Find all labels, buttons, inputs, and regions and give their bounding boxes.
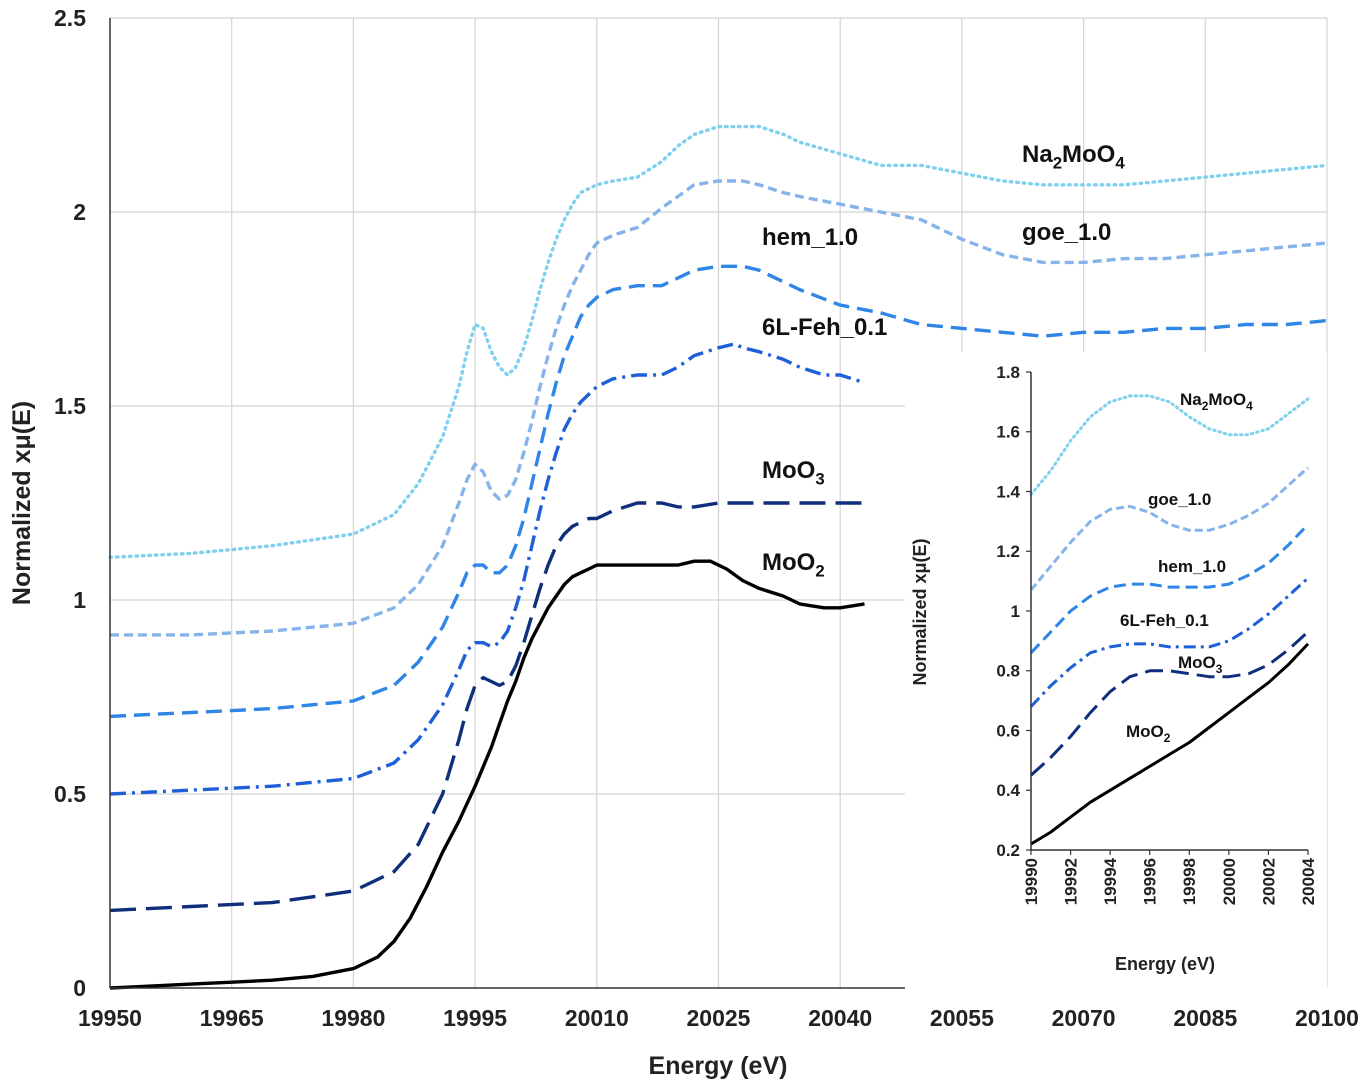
inset-y-tick-label: 1.4 [996, 482, 1020, 501]
main-y-tick-label: 1.5 [54, 393, 86, 419]
main-series-moo3 [109, 501, 865, 913]
inset-series-6l-feh-0-1 [1029, 576, 1310, 708]
inset-label-na2moo4: Na2MoO4 [1180, 390, 1253, 413]
inset-x-tick-label: 20002 [1259, 858, 1278, 905]
inset-x-tick-label: 19994 [1101, 857, 1120, 905]
main-y-tick-label: 0.5 [54, 781, 86, 807]
inset-x-tick-label: 19998 [1180, 858, 1199, 905]
inset-x-tick-label: 19990 [1022, 858, 1041, 905]
main-x-tick-label: 20055 [930, 1005, 994, 1031]
main-x-tick-label: 20010 [565, 1005, 629, 1031]
inset-background [905, 352, 1327, 992]
main-x-tick-label: 19950 [78, 1005, 142, 1031]
main-series-na2moo4 [108, 124, 1329, 559]
main-series-hem-1-0 [109, 264, 1328, 719]
inset-x-axis-title: Energy (eV) [1115, 954, 1215, 974]
inset-x-tick-label: 20004 [1299, 857, 1318, 905]
inset-series-labels: Na2MoO4 goe_1.0 hem_1.0 6L-Feh_0.1 MoO3 MoO2 [1120, 390, 1253, 745]
inset-series-moo3 [1029, 630, 1310, 777]
inset-label-moo2: MoO2 [1126, 722, 1171, 745]
inset-series-goe-1-0 [1029, 466, 1310, 592]
inset-y-tick-label: 1.2 [996, 542, 1020, 561]
inset-label-hem-1-0: hem_1.0 [1158, 557, 1226, 576]
main-x-tick-label: 19995 [443, 1005, 507, 1031]
main-y-axis-title: Normalized xμ(E) [8, 401, 36, 605]
inset-axes: 0.2 0.4 0.6 0.8 1 1.2 1.4 1.6 1.8 19990 19992 19994… [910, 363, 1318, 974]
inset-x-tick-label: 20000 [1220, 858, 1239, 905]
inset-y-axis-title: Normalized xμ(E) [910, 538, 930, 685]
main-x-tick-label: 20040 [808, 1005, 872, 1031]
main-x-tick-label: 19980 [321, 1005, 385, 1031]
main-y-tick-label: 0 [73, 975, 86, 1001]
inset-y-tick-label: 0.6 [996, 721, 1020, 740]
inset-y-tick-label: 1.8 [996, 363, 1020, 382]
main-y-tick-label: 2 [73, 199, 86, 225]
inset-y-tick-label: 0.4 [996, 781, 1020, 800]
inset-x-tick-label: 19996 [1141, 858, 1160, 905]
inset-chart: 0.2 0.4 0.6 0.8 1 1.2 1.4 1.6 1.8 19990 19992 19994… [910, 363, 1318, 974]
inset-series-hem-1-0 [1029, 523, 1310, 654]
main-label-goe-1-0: goe_1.0 [1022, 219, 1111, 246]
main-label-na2moo4: Na2MoO4 [1022, 141, 1125, 173]
inset-y-tick-label: 0.8 [996, 662, 1020, 681]
main-series-labels: Na2MoO4 goe_1.0 hem_1.0 6L-Feh_0.1 MoO3 MoO2 [762, 141, 1125, 581]
main-x-axis-title: Energy (eV) [649, 1052, 788, 1080]
main-series-6l-feh-0-1 [109, 342, 866, 796]
main-x-tick-label: 20085 [1173, 1005, 1237, 1031]
main-label-moo3: MoO3 [762, 457, 825, 489]
inset-y-tick-label: 0.2 [996, 841, 1020, 860]
inset-y-tick-label: 1 [1011, 602, 1020, 621]
inset-label-6l-feh-0-1: 6L-Feh_0.1 [1120, 611, 1209, 630]
main-label-6l-feh-0-1: 6L-Feh_0.1 [762, 314, 887, 341]
main-x-tick-label: 20100 [1295, 1005, 1359, 1031]
inset-series-moo2 [1030, 642, 1310, 846]
inset-label-goe-1-0: goe_1.0 [1148, 490, 1211, 509]
main-x-tick-label: 20025 [687, 1005, 751, 1031]
main-label-hem-1-0: hem_1.0 [762, 224, 858, 251]
inset-label-moo3: MoO3 [1178, 653, 1223, 676]
main-label-moo2: MoO2 [762, 549, 825, 581]
main-y-tick-label: 1 [73, 587, 86, 613]
inset-x-tick-label: 19992 [1062, 858, 1081, 905]
main-series-moo2 [109, 559, 865, 990]
main-x-tick-label: 19965 [200, 1005, 264, 1031]
inset-y-tick-label: 1.6 [996, 423, 1020, 442]
inset-series-na2moo4 [1029, 394, 1310, 496]
inset-series [1029, 394, 1310, 846]
main-series [108, 124, 1329, 990]
main-x-tick-label: 20070 [1052, 1005, 1116, 1031]
main-y-tick-label: 2.5 [54, 5, 86, 31]
